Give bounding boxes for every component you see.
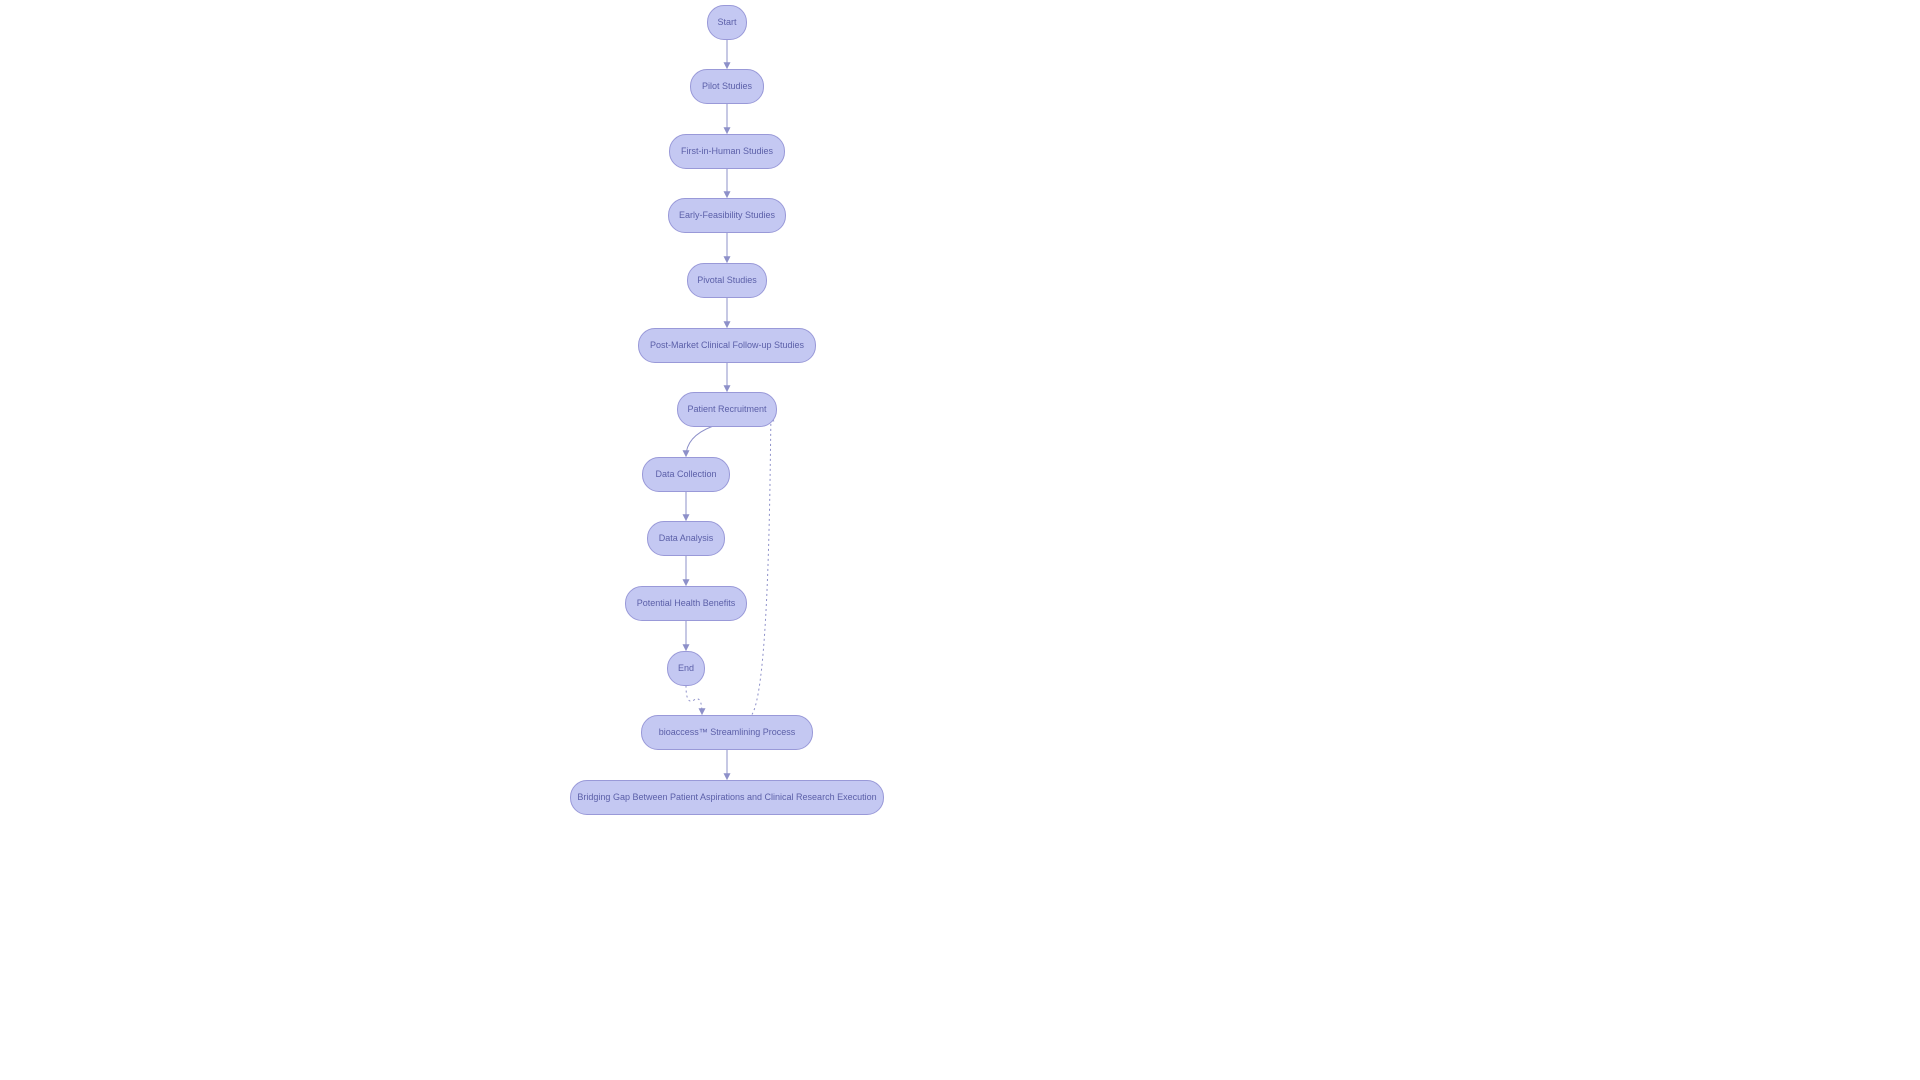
flowchart-edges	[0, 0, 1920, 1080]
node-label-pivotal: Pivotal Studies	[683, 275, 771, 285]
node-label-pilot: Pilot Studies	[688, 81, 766, 91]
node-pivotal: Pivotal Studies	[687, 263, 767, 298]
edge-recruit-to-collect	[686, 427, 712, 457]
node-recruit: Patient Recruitment	[677, 392, 777, 427]
node-bridging: Bridging Gap Between Patient Aspirations…	[570, 780, 884, 815]
node-pilot: Pilot Studies	[690, 69, 764, 104]
node-label-analysis: Data Analysis	[645, 533, 728, 543]
node-label-fih: First-in-Human Studies	[667, 146, 787, 156]
node-label-bridging: Bridging Gap Between Patient Aspirations…	[563, 792, 890, 802]
node-analysis: Data Analysis	[647, 521, 725, 556]
edge-end-to-bioaccess	[686, 686, 702, 715]
node-bioaccess: bioaccess™ Streamlining Process	[641, 715, 813, 750]
node-label-pmcf: Post-Market Clinical Follow-up Studies	[636, 340, 818, 350]
node-pmcf: Post-Market Clinical Follow-up Studies	[638, 328, 816, 363]
node-collect: Data Collection	[642, 457, 730, 492]
node-label-bioaccess: bioaccess™ Streamlining Process	[645, 727, 810, 737]
node-label-efs: Early-Feasibility Studies	[665, 210, 789, 220]
node-benefits: Potential Health Benefits	[625, 586, 747, 621]
node-label-recruit: Patient Recruitment	[673, 404, 780, 414]
node-label-benefits: Potential Health Benefits	[623, 598, 750, 608]
edge-bioaccess-to-recruit	[752, 415, 771, 715]
node-label-collect: Data Collection	[641, 469, 730, 479]
node-label-start: Start	[704, 17, 751, 27]
node-end: End	[667, 651, 705, 686]
node-label-end: End	[664, 663, 708, 673]
node-fih: First-in-Human Studies	[669, 134, 785, 169]
node-start: Start	[707, 5, 747, 40]
node-efs: Early-Feasibility Studies	[668, 198, 786, 233]
